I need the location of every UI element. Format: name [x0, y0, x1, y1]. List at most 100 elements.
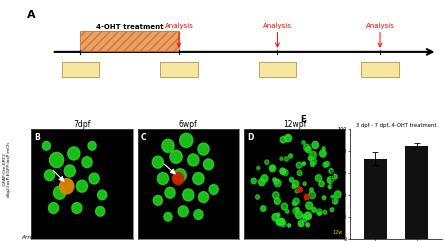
Circle shape [178, 206, 188, 217]
Circle shape [274, 198, 281, 204]
Circle shape [274, 179, 279, 184]
Circle shape [325, 161, 330, 167]
Circle shape [304, 194, 310, 200]
Circle shape [293, 198, 299, 205]
Circle shape [289, 178, 293, 182]
Circle shape [292, 185, 296, 189]
Circle shape [269, 165, 276, 172]
Circle shape [330, 208, 334, 212]
Title: 7dpf: 7dpf [73, 120, 91, 129]
Circle shape [303, 214, 306, 218]
Circle shape [198, 143, 209, 155]
Text: D: D [247, 133, 253, 142]
Title: 12wpf: 12wpf [283, 120, 306, 129]
Bar [405, 146, 428, 239]
Circle shape [292, 201, 297, 206]
Text: 12w: 12w [332, 230, 342, 235]
Circle shape [302, 162, 306, 165]
Circle shape [306, 223, 310, 227]
Circle shape [194, 210, 203, 220]
Circle shape [280, 136, 286, 143]
Circle shape [289, 154, 293, 158]
Circle shape [272, 214, 279, 221]
Text: Analysis: Analysis [263, 23, 292, 29]
Circle shape [318, 212, 321, 215]
Circle shape [277, 213, 280, 216]
Circle shape [328, 185, 332, 189]
Circle shape [180, 133, 193, 147]
Circle shape [310, 188, 313, 192]
Circle shape [296, 162, 302, 168]
Circle shape [332, 199, 338, 204]
Circle shape [323, 162, 328, 167]
Circle shape [304, 144, 310, 151]
Circle shape [45, 170, 54, 181]
Circle shape [297, 187, 302, 192]
Circle shape [298, 221, 304, 227]
Circle shape [310, 162, 315, 167]
Circle shape [260, 206, 266, 211]
Circle shape [308, 156, 312, 161]
Circle shape [297, 170, 302, 176]
Bar [364, 159, 387, 239]
Circle shape [317, 209, 322, 215]
Circle shape [277, 218, 284, 226]
Circle shape [333, 174, 337, 179]
Circle shape [72, 203, 82, 214]
Circle shape [261, 175, 268, 182]
Circle shape [285, 134, 292, 142]
Circle shape [322, 196, 326, 200]
Text: A: A [27, 10, 36, 20]
Circle shape [157, 173, 169, 185]
Circle shape [319, 181, 324, 187]
Circle shape [322, 147, 325, 150]
Circle shape [315, 175, 322, 181]
Circle shape [306, 202, 313, 209]
Circle shape [281, 169, 286, 174]
Text: E: E [300, 115, 306, 124]
Circle shape [257, 166, 260, 170]
Circle shape [82, 157, 92, 168]
FancyBboxPatch shape [259, 62, 296, 77]
Circle shape [309, 191, 315, 199]
Circle shape [312, 141, 318, 149]
Text: 7dpf: 7dpf [169, 65, 189, 74]
Circle shape [327, 177, 334, 184]
Title: 3 dpf - 7 dpf, 4-OHT treatment: 3 dpf - 7 dpf, 4-OHT treatment [355, 123, 436, 128]
Circle shape [295, 211, 302, 219]
Circle shape [295, 189, 298, 193]
Circle shape [273, 178, 277, 182]
Circle shape [153, 195, 162, 205]
Circle shape [95, 206, 105, 216]
Circle shape [307, 215, 311, 219]
Circle shape [198, 192, 209, 203]
Circle shape [303, 182, 306, 186]
Text: C: C [140, 133, 146, 142]
Circle shape [331, 195, 334, 198]
Circle shape [193, 173, 204, 185]
Circle shape [256, 195, 260, 199]
Circle shape [273, 192, 279, 199]
Circle shape [270, 166, 275, 170]
Circle shape [50, 152, 64, 168]
Circle shape [203, 159, 214, 170]
Text: 12wpf: 12wpf [367, 65, 393, 74]
Text: B: B [34, 133, 40, 142]
Circle shape [209, 185, 218, 194]
Circle shape [293, 181, 299, 187]
Text: Analysis: Analysis [366, 23, 394, 29]
Circle shape [306, 147, 311, 153]
Circle shape [285, 157, 289, 161]
Text: 6wpf: 6wpf [267, 65, 288, 74]
Circle shape [68, 147, 80, 160]
Text: 3dpf: 3dpf [70, 65, 90, 74]
Title: 6wpf: 6wpf [179, 120, 198, 129]
Text: Arrowhead : converted RG: Arrowhead : converted RG [21, 235, 99, 240]
Circle shape [334, 191, 341, 198]
Circle shape [296, 208, 299, 211]
Circle shape [274, 180, 281, 187]
Circle shape [165, 187, 175, 198]
Circle shape [323, 210, 327, 214]
Circle shape [303, 217, 307, 222]
Circle shape [265, 160, 269, 164]
